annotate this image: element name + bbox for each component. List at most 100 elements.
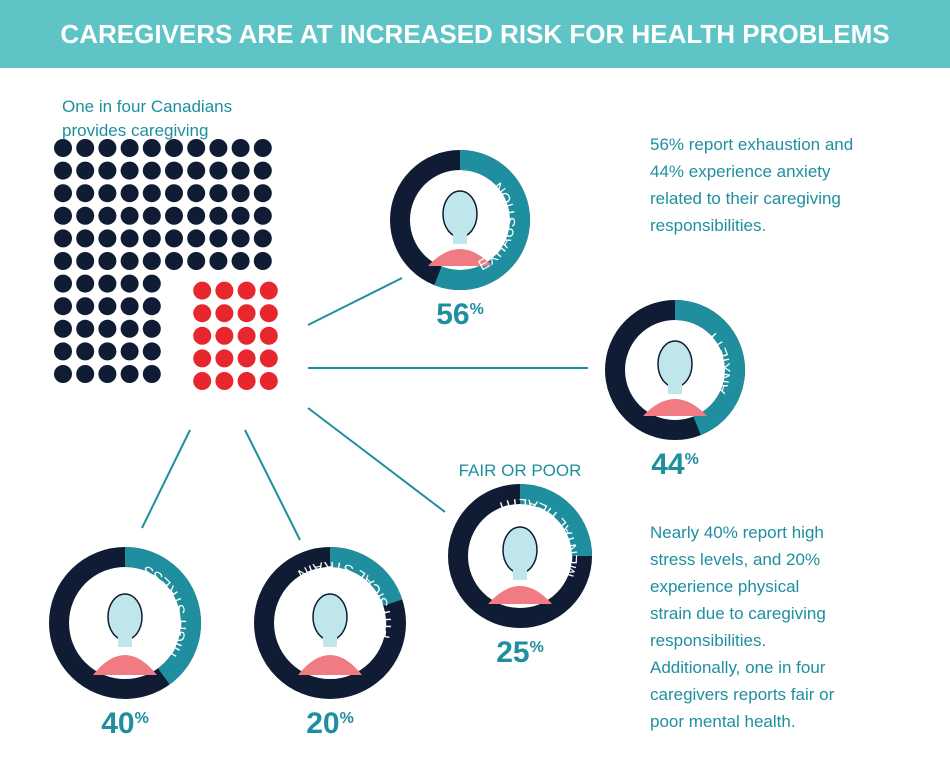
paragraph-line: responsibilities. xyxy=(650,631,766,650)
dot xyxy=(120,229,139,248)
percent-unit: % xyxy=(685,451,699,468)
dot xyxy=(120,252,139,270)
percent-value: 25 xyxy=(496,636,529,669)
caption: FAIR OR POOR xyxy=(459,461,582,480)
dot xyxy=(98,229,117,248)
paragraph-line: Additionally, one in four xyxy=(650,658,826,677)
dot xyxy=(54,342,72,361)
percent-unit: % xyxy=(340,710,354,727)
dot-highlight xyxy=(237,349,256,368)
dot xyxy=(120,184,139,203)
dot xyxy=(98,365,117,383)
dot xyxy=(231,139,250,157)
dot xyxy=(76,319,95,338)
dot xyxy=(98,184,117,203)
paragraph-line: stress levels, and 20% xyxy=(650,550,820,569)
dot xyxy=(253,139,272,157)
percent-value: 44 xyxy=(651,448,685,481)
dot xyxy=(231,229,250,248)
dot xyxy=(187,229,206,248)
dot-highlight xyxy=(259,349,278,368)
dot xyxy=(209,161,228,180)
dot-highlight xyxy=(259,281,278,300)
dot xyxy=(253,206,272,225)
dot xyxy=(120,139,139,157)
dot xyxy=(98,319,117,338)
shoulders xyxy=(488,586,552,604)
dot-highlight xyxy=(237,326,256,345)
dot xyxy=(187,161,206,180)
dot xyxy=(253,184,272,203)
dot-highlight xyxy=(215,326,234,345)
dot-highlight xyxy=(237,281,256,300)
paragraph-line: experience physical xyxy=(650,577,799,596)
percent-unit: % xyxy=(470,301,484,318)
ring-arc xyxy=(124,547,201,685)
dot xyxy=(98,297,117,316)
percent-unit: % xyxy=(135,710,149,727)
dot xyxy=(253,161,272,180)
dot xyxy=(120,365,139,383)
dot xyxy=(76,342,95,361)
percent-value: 20 xyxy=(306,707,339,740)
dot xyxy=(54,229,72,248)
dot xyxy=(76,365,95,383)
dot xyxy=(209,139,228,157)
paragraph-line: responsibilities. xyxy=(650,216,766,235)
dot xyxy=(142,365,161,383)
ring-arc xyxy=(519,484,592,557)
dot xyxy=(231,252,250,270)
dot xyxy=(120,342,139,361)
dot xyxy=(209,184,228,203)
paragraph-line: 56% report exhaustion and xyxy=(650,135,853,154)
dot xyxy=(54,206,72,225)
shoulders xyxy=(643,399,707,416)
shoulders xyxy=(93,655,157,675)
percent-text: 44% xyxy=(651,448,699,481)
dot xyxy=(76,139,95,157)
dot xyxy=(98,252,117,270)
dot xyxy=(120,274,139,293)
dot xyxy=(54,161,72,180)
dot-highlight xyxy=(237,304,256,323)
paragraph-line: One in four Canadians xyxy=(62,97,232,116)
dot xyxy=(76,161,95,180)
dot xyxy=(142,342,161,361)
percent-text: 56% xyxy=(436,298,484,331)
neck xyxy=(453,234,467,244)
paragraph-line: provides caregiving xyxy=(62,121,208,140)
head xyxy=(657,340,693,388)
dot xyxy=(165,206,183,225)
dot xyxy=(209,229,228,248)
dot xyxy=(142,184,161,203)
dot-grid xyxy=(54,139,278,390)
dot xyxy=(209,206,228,225)
dot-highlight xyxy=(193,349,212,368)
dot xyxy=(187,206,206,225)
dot xyxy=(165,184,183,203)
dot xyxy=(253,252,272,270)
dot xyxy=(142,229,161,248)
dot-highlight xyxy=(215,281,234,300)
neck xyxy=(118,637,132,647)
dot xyxy=(142,274,161,293)
dot xyxy=(98,139,117,157)
dot xyxy=(165,139,183,157)
dot xyxy=(76,252,95,270)
dot-highlight xyxy=(193,281,212,300)
dot xyxy=(98,274,117,293)
ring-arc xyxy=(329,547,403,607)
dot xyxy=(98,206,117,225)
shoulders xyxy=(428,249,492,266)
dot xyxy=(98,342,117,361)
dot xyxy=(76,229,95,248)
connectors xyxy=(141,277,588,541)
paragraph-line: related to their caregiving xyxy=(650,189,841,208)
dot xyxy=(54,297,72,316)
dot xyxy=(120,297,139,316)
head xyxy=(442,190,478,238)
percent-text: 25% xyxy=(496,636,544,669)
dot-highlight xyxy=(259,304,278,323)
dot xyxy=(54,252,72,270)
